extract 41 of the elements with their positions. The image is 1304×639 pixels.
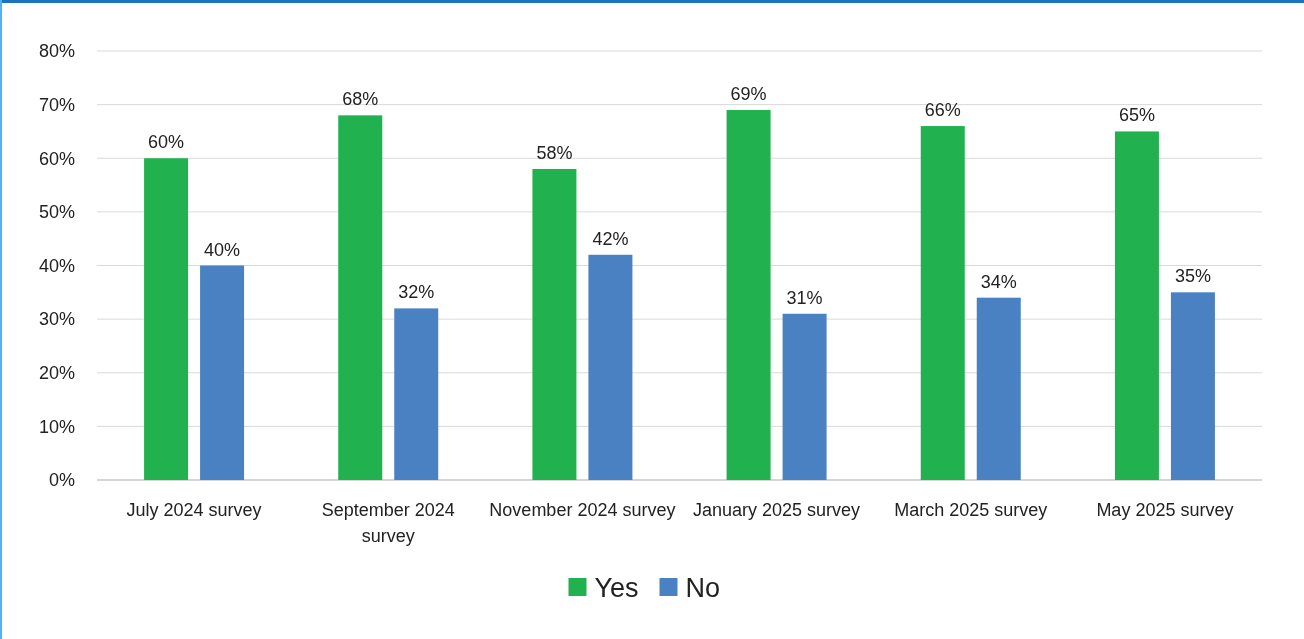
bar <box>144 158 189 480</box>
legend-label: Yes <box>594 573 639 604</box>
x-tick-label: March 2025 survey <box>894 500 1048 520</box>
bar <box>588 254 633 480</box>
data-label: 31% <box>786 287 823 308</box>
data-label: 32% <box>398 282 435 303</box>
data-label: 42% <box>592 228 629 249</box>
y-tick-label: 60% <box>38 148 75 169</box>
y-tick-label: 70% <box>38 94 75 115</box>
bar <box>394 308 439 480</box>
data-label: 68% <box>342 89 379 110</box>
data-label: 66% <box>924 100 961 121</box>
y-tick-label: 80% <box>38 41 75 62</box>
x-tick-label: September 2024 survey <box>321 500 455 546</box>
bar <box>532 168 577 480</box>
legend-label: No <box>685 573 721 604</box>
bar <box>1170 292 1215 480</box>
data-label: 60% <box>148 132 185 153</box>
data-label: 69% <box>730 83 767 104</box>
x-tick-label: July 2024 survey <box>126 500 262 520</box>
bar <box>726 109 771 480</box>
y-tick-label: 50% <box>38 202 75 223</box>
x-tick-label: January 2025 survey <box>693 500 861 520</box>
y-tick-label: 20% <box>38 363 75 384</box>
y-tick-label: 10% <box>38 416 75 437</box>
y-tick-label: 30% <box>38 309 75 330</box>
bar <box>920 126 965 480</box>
x-tick-label: May 2025 survey <box>1096 500 1234 520</box>
y-tick-label: 0% <box>48 470 75 491</box>
bar <box>1114 131 1159 480</box>
data-label: 65% <box>1118 105 1155 126</box>
bar <box>200 265 245 480</box>
data-label: 40% <box>204 239 241 260</box>
data-label: 35% <box>1174 266 1211 287</box>
data-label: 58% <box>536 142 573 163</box>
bar <box>976 297 1021 480</box>
bar <box>782 313 827 480</box>
bar <box>338 115 383 480</box>
data-label: 34% <box>980 271 1017 292</box>
y-tick-label: 40% <box>38 255 75 276</box>
x-tick-label: November 2024 survey <box>489 500 676 520</box>
